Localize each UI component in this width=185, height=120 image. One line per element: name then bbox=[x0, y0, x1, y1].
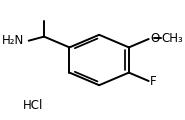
Text: O: O bbox=[150, 32, 159, 45]
Text: F: F bbox=[150, 75, 157, 88]
Text: CH₃: CH₃ bbox=[162, 32, 184, 45]
Text: H₂N: H₂N bbox=[1, 34, 24, 47]
Text: HCl: HCl bbox=[22, 99, 43, 112]
